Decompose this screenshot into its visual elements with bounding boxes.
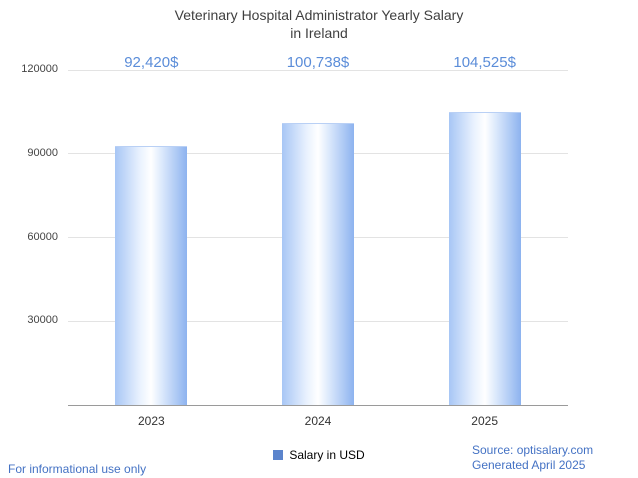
- bar-2024: [282, 122, 354, 405]
- gridline: [68, 69, 568, 71]
- chart-title: Veterinary Hospital Administrator Yearly…: [0, 6, 638, 43]
- source-link[interactable]: Source: optisalary.com: [472, 443, 594, 457]
- chart-title-line1: Veterinary Hospital Administrator Yearly…: [174, 7, 464, 23]
- chart-title-line2: in Ireland: [290, 25, 348, 42]
- source-block: Source: optisalary.com Generated April 2…: [472, 443, 593, 473]
- value-label-2025: 104,525$: [453, 54, 516, 71]
- x-axis-tick-label: 2024: [304, 414, 332, 428]
- y-axis-tick-label: 90000: [27, 146, 58, 159]
- disclaimer-text: For informational use only: [8, 462, 147, 476]
- value-label-2023: 92,420$: [124, 54, 179, 71]
- generated-date: Generated April 2025: [472, 458, 586, 472]
- bar-2023: [115, 146, 188, 405]
- plot-area: [68, 69, 568, 406]
- bar-2025: [448, 112, 521, 405]
- y-axis-tick-label: 30000: [27, 314, 58, 327]
- legend-marker-icon: [273, 450, 284, 460]
- value-label-2024: 100,738$: [286, 54, 350, 71]
- x-axis-tick-label: 2023: [137, 414, 165, 428]
- legend: Salary in USD: [0, 448, 638, 462]
- y-axis-tick-label: 120000: [21, 63, 58, 75]
- legend-label: Salary in USD: [289, 448, 365, 462]
- y-axis-tick-label: 60000: [27, 230, 58, 243]
- x-axis-tick-label: 2025: [471, 414, 499, 428]
